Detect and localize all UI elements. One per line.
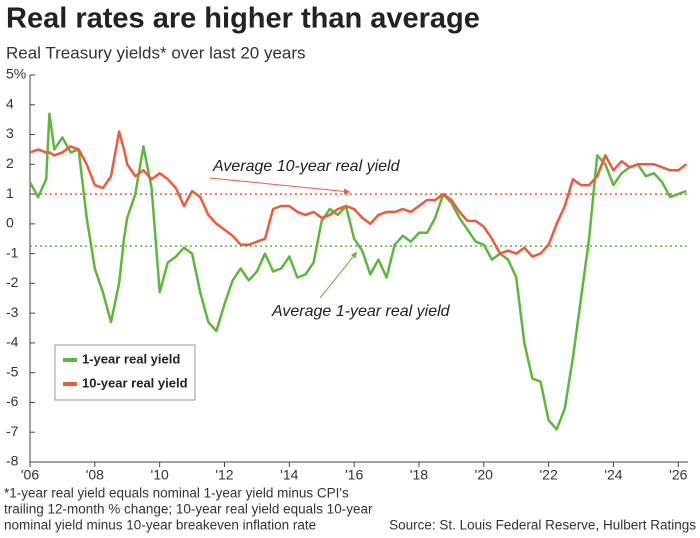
x-tick-label: '16 xyxy=(345,467,363,483)
y-tick-label: -8 xyxy=(6,453,19,469)
legend-label: 10-year real yield xyxy=(82,375,188,390)
x-tick-label: '18 xyxy=(410,467,428,483)
y-tick-label: 3 xyxy=(6,125,14,141)
y-tick-label: -7 xyxy=(6,423,19,439)
x-tick-label: '08 xyxy=(86,467,104,483)
x-tick-label: '14 xyxy=(280,467,298,483)
x-tick-label: '06 xyxy=(21,467,39,483)
series-line xyxy=(29,130,688,258)
y-tick-label: 1 xyxy=(6,185,14,201)
x-tick-label: '10 xyxy=(151,467,169,483)
y-tick-label: 5% xyxy=(6,66,26,82)
y-tick-label: -1 xyxy=(6,244,19,260)
annotation: Average 1-year real yield xyxy=(271,303,451,320)
footnote: trailing 12-month % change; 10-year real… xyxy=(4,502,373,517)
annotation: Average 10-year real yield xyxy=(212,158,401,175)
series-line xyxy=(28,112,687,431)
footnote: *1-year real yield equals nominal 1-year… xyxy=(4,486,349,501)
x-tick-label: '26 xyxy=(669,467,687,483)
x-tick-label: '20 xyxy=(475,467,493,483)
y-tick-label: 4 xyxy=(6,95,14,111)
plot-area: -8 -7 -6 -5 -4 -3 -2 -1 0 1 2 3 4 5% '06 '08 '10 '12 '14 '1… xyxy=(6,66,688,483)
source: Source: St. Louis Federal Reserve, Hulbe… xyxy=(389,518,696,533)
legend-label: 1-year real yield xyxy=(82,351,180,366)
chart-title: Real rates are higher than average xyxy=(6,3,480,35)
y-tick-label: 2 xyxy=(6,155,14,171)
y-tick-label: -5 xyxy=(6,363,19,379)
y-tick-label: -2 xyxy=(6,274,19,290)
annotation-arrow xyxy=(319,251,358,299)
legend-box xyxy=(54,344,196,401)
y-tick-label: -3 xyxy=(6,304,19,320)
annotation-arrow xyxy=(209,177,351,195)
y-tick-label: -6 xyxy=(6,393,19,409)
y-tick-label: 0 xyxy=(6,215,14,231)
footnote: nominal yield minus 10-year breakeven in… xyxy=(4,518,316,533)
x-tick-label: '24 xyxy=(604,467,622,483)
x-tick-label: '12 xyxy=(215,467,233,483)
y-tick-label: -4 xyxy=(6,334,19,350)
chart-subtitle: Real Treasury yields* over last 20 years xyxy=(6,43,306,62)
x-tick-label: '22 xyxy=(539,467,557,483)
